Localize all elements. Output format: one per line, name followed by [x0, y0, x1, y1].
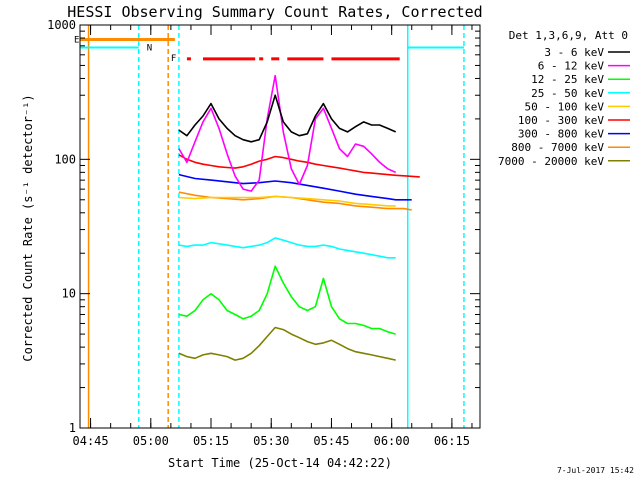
x-axis-label: Start Time (25-Oct-14 04:42:22) [168, 456, 392, 470]
y-tick-label: 1 [69, 421, 76, 435]
x-tick-label: 05:30 [253, 434, 289, 448]
flare-flag-label: F [171, 54, 176, 64]
legend-entry-label: 7000 - 20000 keV [498, 155, 604, 168]
series-line [178, 195, 396, 207]
x-tick-label: 05:00 [133, 434, 169, 448]
orange-step-label: E [74, 35, 79, 45]
series-line [178, 173, 412, 201]
series-line [178, 74, 397, 192]
x-tick-label: 06:00 [374, 434, 410, 448]
series-line [178, 237, 396, 259]
axis-layer: 1 10 100 1000 04:45 05:00 05:15 05:30 05:45 06:00… [47, 18, 481, 448]
series-line [178, 94, 397, 143]
x-tick-label: 05:15 [193, 434, 229, 448]
x-tick-label: 06:15 [434, 434, 470, 448]
series-line [178, 154, 420, 178]
legend-entry-label: 3 - 6 keV [544, 46, 604, 59]
legend-entry-label: 6 - 12 keV [538, 60, 605, 73]
x-tick-label: 05:45 [313, 434, 349, 448]
y-tick-label: 10 [62, 287, 76, 301]
legend-entry-label: 100 - 300 keV [518, 114, 604, 127]
chart-title: HESSI Observing Summary Count Rates, Cor… [67, 3, 482, 21]
plot-frame [79, 24, 481, 429]
legend-entry-label: 25 - 50 keV [531, 87, 604, 100]
cyan-step-label: N [147, 43, 152, 53]
y-tick-label: 1000 [47, 18, 76, 32]
legend-title: Det 1,3,6,9, Att 0 [509, 29, 628, 42]
legend-entry-label: 300 - 800 keV [518, 128, 604, 141]
y-tick-label: 100 [54, 152, 76, 166]
series-line [178, 326, 396, 361]
series-line [178, 265, 396, 335]
legend-entry-label: 800 - 7000 keV [511, 141, 604, 154]
legend-entry-label: 12 - 25 keV [531, 73, 604, 86]
y-axis-label: Corrected Count Rate (s⁻¹ detector⁻¹) [21, 94, 35, 361]
legend-entry-label: 50 - 100 keV [525, 100, 605, 113]
plot-layer: E N F [74, 25, 465, 428]
x-tick-label: 04:45 [73, 434, 109, 448]
footer-timestamp: 7-Jul-2017 15:42 [557, 466, 634, 475]
